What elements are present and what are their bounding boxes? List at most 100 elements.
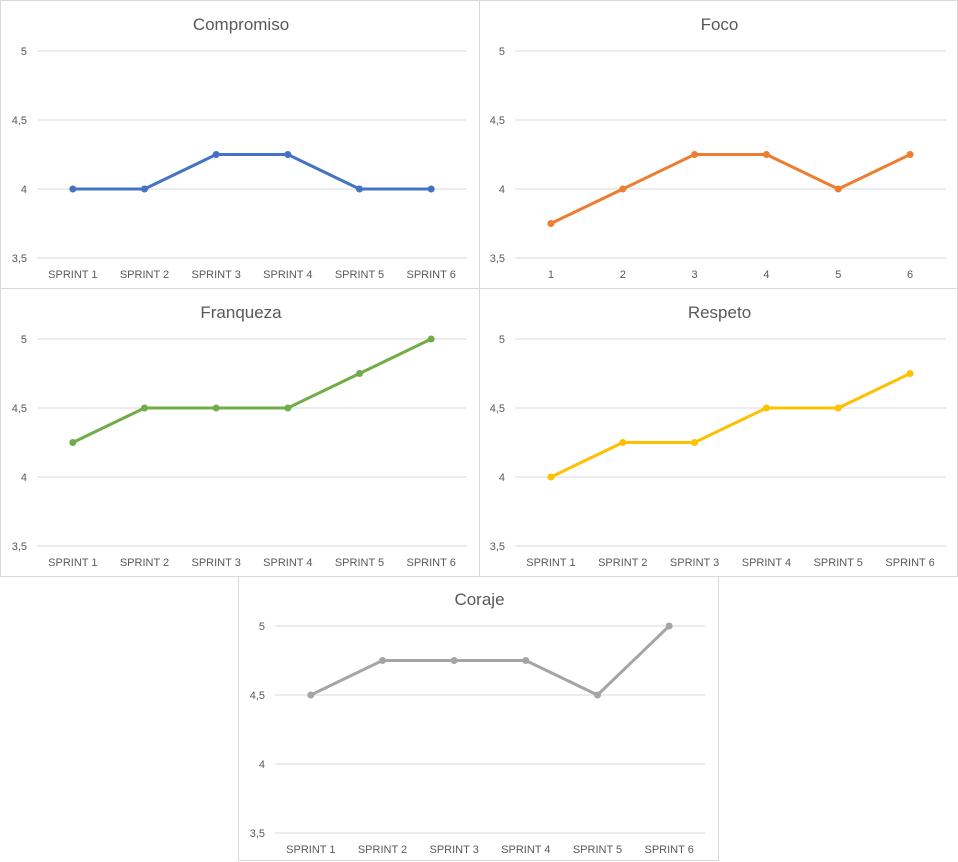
x-tick-label: SPRINT 2 [120,557,169,569]
x-tick-label: SPRINT 4 [263,269,312,281]
series-line [549,372,912,479]
data-point [69,185,77,193]
x-tick-label: SPRINT 4 [742,557,791,569]
chart-panel-franqueza: Franqueza 3,5 4 4,5 5 SPRINT 1 SPRINT 2 SPRINT … [0,288,480,577]
data-point [762,404,770,412]
chart-panel-foco: Foco 3,5 4 4,5 5 1 2 3 4 5 6 [479,0,958,289]
data-point [547,473,555,481]
x-tick-label: SPRINT 6 [645,844,694,856]
data-point [619,439,627,446]
chart-title: Compromiso [193,15,289,34]
y-tick-label: 3,5 [490,253,505,265]
x-tick-label: SPRINT 2 [120,269,169,281]
x-tick-label: 6 [907,269,913,281]
y-tick-label: 5 [499,334,505,346]
x-tick-label: SPRINT 5 [335,269,384,281]
y-tick-label: 4,5 [12,115,27,127]
x-tick-label: SPRINT 6 [885,557,934,569]
x-tick-label: SPRINT 2 [358,844,407,856]
series-line [549,153,912,225]
series-line [309,624,671,697]
data-point [141,185,148,193]
y-tick-label: 4,5 [12,403,27,415]
chart-title: Respeto [688,303,751,322]
data-point [427,335,435,343]
data-point [450,657,458,664]
y-tick-label: 3,5 [490,541,505,553]
y-tick-label: 5 [259,621,265,633]
y-tick-label: 5 [21,46,27,58]
data-point [691,439,699,446]
data-point [906,151,914,158]
x-tick-label: SPRINT 3 [192,269,241,281]
data-point [665,622,673,630]
data-point [212,404,220,412]
y-tick-label: 4 [499,472,505,484]
x-tick-label: SPRINT 5 [814,557,863,569]
x-tick-label: SPRINT 1 [526,557,575,569]
x-tick-label: SPRINT 1 [48,557,97,569]
chart-compromiso: Compromiso 3,5 4 4,5 5 SPRINT 1 SPRINT 2 SPRINT… [12,15,467,281]
data-point [69,439,77,446]
data-point [834,185,842,193]
data-point [547,220,555,227]
x-tick-label: 1 [548,269,554,281]
data-point [762,151,770,158]
chart-foco: Foco 3,5 4 4,5 5 1 2 3 4 5 6 [490,15,946,281]
data-point [212,151,220,158]
y-tick-label: 4 [21,472,27,484]
x-tick-label: SPRINT 4 [263,557,312,569]
data-point [356,370,363,377]
y-tick-label: 4 [499,184,505,196]
x-tick-label: SPRINT 3 [430,844,479,856]
chart-title: Foco [701,15,739,34]
x-tick-label: 3 [692,269,698,281]
x-tick-label: SPRINT 3 [192,557,241,569]
data-point [834,404,842,412]
data-point [522,657,530,664]
series-line [71,337,433,444]
data-point [284,151,292,158]
x-tick-label: 4 [763,269,769,281]
y-tick-label: 4 [259,759,265,771]
chart-title: Coraje [454,590,504,609]
x-tick-label: SPRINT 1 [286,844,335,856]
data-point [141,404,148,412]
chart-respeto: Respeto 3,5 4 4,5 5 SPRINT 1 SPRINT 2 SPRINT 3 S… [490,303,946,569]
chart-panel-respeto: Respeto 3,5 4 4,5 5 SPRINT 1 SPRINT 2 SPRINT 3 S… [479,288,958,577]
x-tick-label: 2 [620,269,626,281]
x-tick-label: SPRINT 3 [670,557,719,569]
data-point [594,691,601,699]
x-tick-label: SPRINT 1 [48,269,97,281]
x-tick-label: SPRINT 5 [573,844,622,856]
x-tick-label: SPRINT 4 [501,844,550,856]
y-tick-label: 4,5 [250,690,265,702]
data-point [427,185,435,193]
x-tick-label: SPRINT 2 [598,557,647,569]
data-point [284,404,292,412]
data-point [619,185,627,193]
chart-coraje: Coraje 3,5 4 4,5 5 SPRINT 1 SPRINT 2 SPRINT 3 SP… [250,590,705,856]
data-point [906,370,914,377]
y-tick-label: 4,5 [490,115,505,127]
y-tick-label: 4,5 [490,403,505,415]
data-point [379,657,386,664]
y-tick-label: 5 [21,334,27,346]
data-point [356,185,363,193]
x-tick-label: SPRINT 6 [407,269,456,281]
y-tick-label: 3,5 [12,541,27,553]
series-line [71,153,433,191]
y-tick-label: 3,5 [250,828,265,840]
x-tick-label: SPRINT 6 [407,557,456,569]
chart-franqueza: Franqueza 3,5 4 4,5 5 SPRINT 1 SPRINT 2 SPRINT … [12,303,467,569]
chart-panel-coraje: Coraje 3,5 4 4,5 5 SPRINT 1 SPRINT 2 SPRINT 3 SP… [238,576,719,861]
y-tick-label: 4 [21,184,27,196]
x-tick-label: SPRINT 5 [335,557,384,569]
y-tick-label: 3,5 [12,253,27,265]
y-tick-label: 5 [499,46,505,58]
data-point [691,151,699,158]
chart-panel-compromiso: Compromiso 3,5 4 4,5 5 SPRINT 1 SPRINT 2 SPRINT… [0,0,480,289]
chart-title: Franqueza [200,303,282,322]
data-point [307,691,315,699]
x-tick-label: 5 [835,269,841,281]
